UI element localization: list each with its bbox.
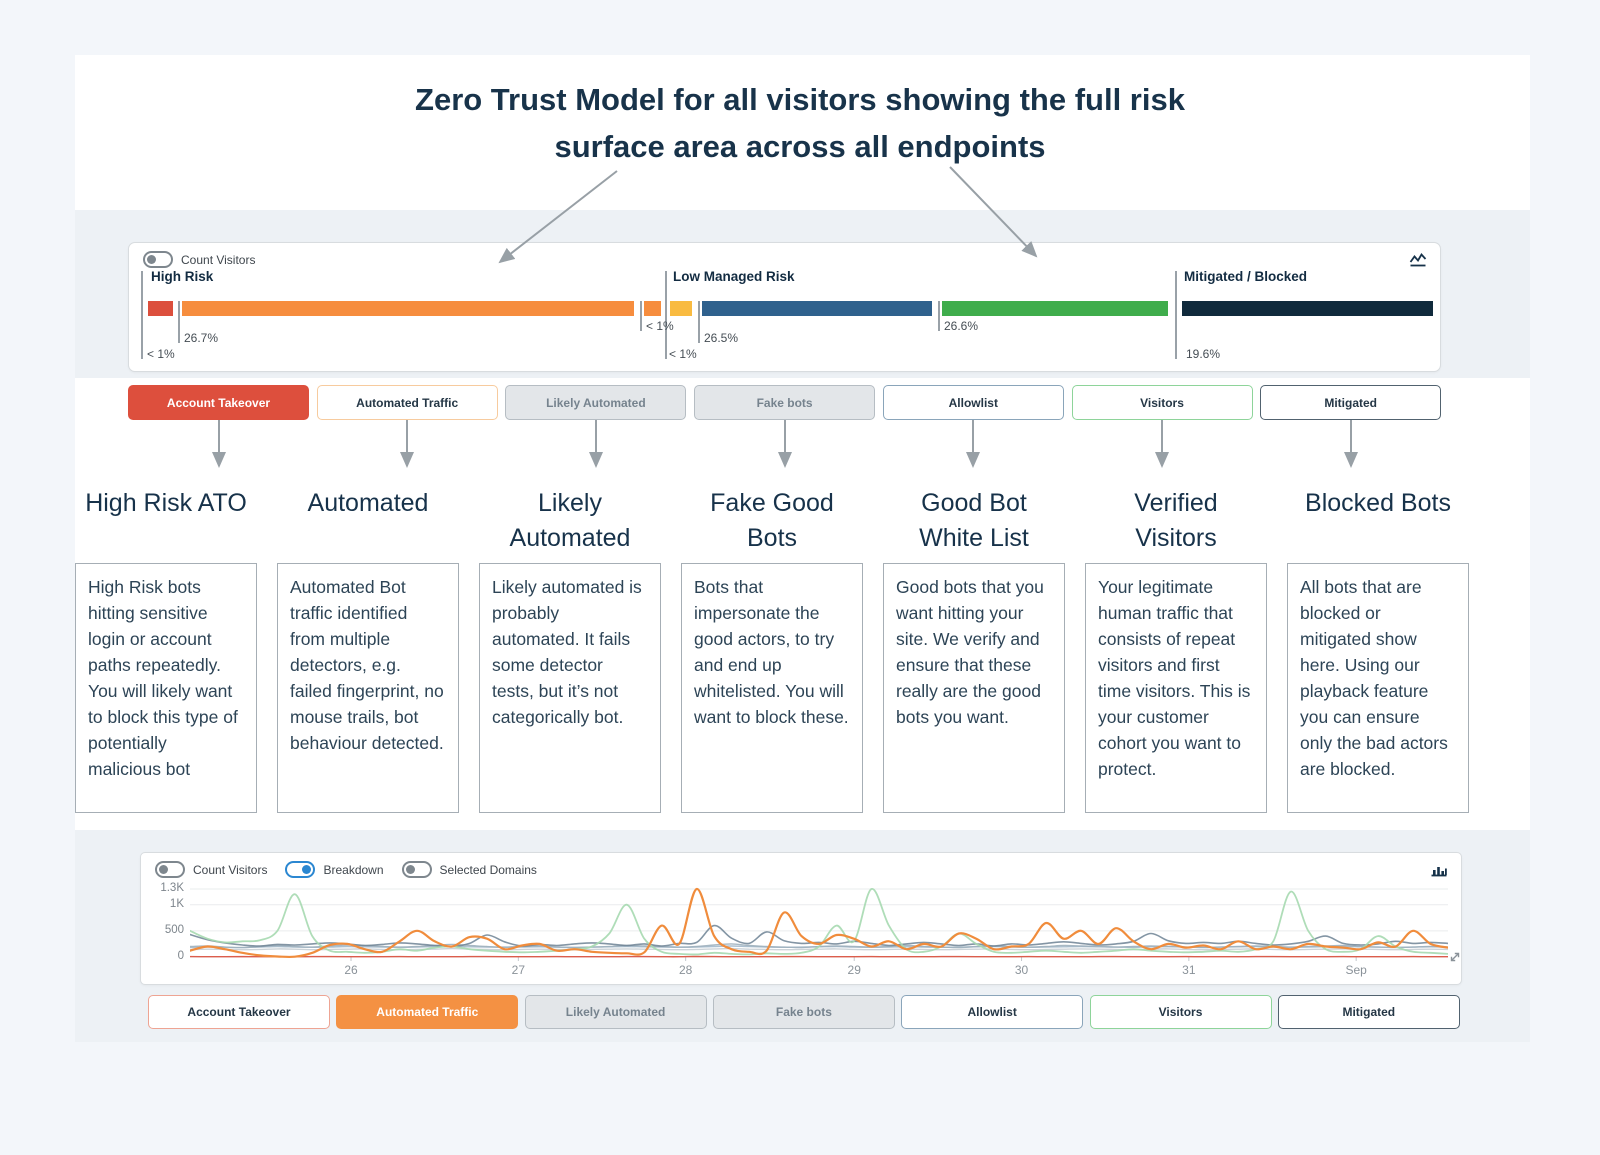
pct-tick	[640, 301, 642, 331]
toggle-label-count-visitors: Count Visitors	[193, 862, 268, 877]
definition-heading-good-bot-white-list: Good Bot White List	[919, 489, 1029, 552]
toggle-knob	[405, 865, 415, 874]
page-title: Zero Trust Model for all visitors showin…	[415, 82, 1185, 164]
resize-handle-icon[interactable]	[1448, 950, 1462, 969]
chart-panel-toggles: Count Visitors Breakdown Selected Domains	[155, 861, 537, 878]
category-button-mitigated[interactable]: Mitigated	[1260, 385, 1442, 420]
risk-surface-bar: High Risk Low Managed Risk Mitigated / Blo…	[129, 243, 1440, 371]
category-button-fake-bots[interactable]: Fake bots	[712, 995, 895, 1029]
risk-segment-account-takeover[interactable]	[148, 301, 173, 316]
toggle-selected-domains: Selected Domains	[401, 861, 537, 878]
definition-box-high-risk-ato: High Risk bots hitting sensitive login o…	[75, 563, 257, 813]
group-divider-low-managed-risk	[665, 271, 667, 359]
x-tick-label: 26	[344, 963, 358, 977]
toggle-label-count-visitors: Count Visitors	[181, 252, 256, 267]
definition-box-verified-visitors: Your legitimate human traffic that consi…	[1085, 563, 1267, 813]
category-button-fake-bots[interactable]: Fake bots	[694, 385, 876, 420]
category-button-automated-traffic[interactable]: Automated Traffic	[316, 385, 498, 420]
group-divider-mitigated-blocked	[1175, 271, 1177, 359]
category-button-allowlist[interactable]: Allowlist	[901, 995, 1084, 1029]
toggle-knob	[147, 255, 156, 264]
category-button-likely-automated[interactable]: Likely Automated	[505, 385, 687, 420]
toggle-count-visitors: Count Visitors	[143, 251, 255, 268]
x-tick-label: 29	[847, 963, 861, 977]
definition-box-good-bot-white-list: Good bots that you want hitting your sit…	[883, 563, 1065, 813]
risk-surface-panel: Count Visitors High Risk Low Managed Risk…	[128, 242, 1441, 372]
definition-box-fake-good-bots: Bots that impersonate the good actors, t…	[681, 563, 863, 813]
toggle-label-breakdown: Breakdown	[323, 862, 384, 877]
title-band	[75, 55, 1530, 210]
pct-label-automated-traffic: 26.7%	[184, 331, 219, 345]
risk-panel-toggles: Count Visitors	[143, 251, 255, 268]
x-tick-label: Sep	[1345, 963, 1367, 977]
toggle-count-visitors: Count Visitors	[155, 861, 267, 878]
pct-label-account-takeover: < 1%	[147, 347, 175, 361]
category-button-likely-automated[interactable]: Likely Automated	[524, 995, 707, 1029]
y-tick-label: 1K	[169, 897, 184, 910]
x-tick-label: 31	[1182, 963, 1196, 977]
definition-heading-verified-visitors: Verified Visitors	[1134, 489, 1218, 552]
definition-heading-high-risk-ato: High Risk ATO	[85, 489, 247, 517]
category-button-account-takeover[interactable]: Account Takeover	[128, 385, 309, 420]
group-label-high-risk: High Risk	[151, 269, 214, 284]
definition-headings: High Risk ATO Automated Likely Automated Fa…	[75, 486, 1469, 556]
toggle-breakdown: Breakdown	[285, 861, 384, 878]
risk-segment-visitors[interactable]	[942, 301, 1168, 316]
risk-segment-fake-bots[interactable]	[670, 301, 692, 316]
toggle-knob	[159, 865, 168, 874]
y-tick-label: 0	[177, 950, 184, 962]
traffic-line-chart[interactable]	[190, 882, 1448, 962]
definition-heading-fake-good-bots: Fake Good Bots	[710, 489, 834, 552]
pct-label-allowlist: 26.5%	[704, 331, 739, 345]
toggle-label-selected-domains: Selected Domains	[439, 862, 537, 877]
bar-chart-icon[interactable]	[1430, 862, 1448, 882]
pct-tick	[938, 301, 940, 331]
definition-box-likely-automated: Likely automated is probably automated. …	[479, 563, 661, 813]
series-line-visitors	[190, 888, 1448, 956]
risk-segment-allowlist[interactable]	[702, 301, 932, 316]
toggle-switch-breakdown[interactable]	[285, 861, 316, 878]
definition-heading-automated: Automated	[307, 489, 429, 517]
definition-boxes: High Risk bots hitting sensitive login o…	[75, 563, 1469, 813]
definition-box-blocked-bots: All bots that are blocked or mitigated s…	[1287, 563, 1469, 813]
risk-segment-mitigated[interactable]	[1182, 301, 1433, 316]
group-label-mitigated-blocked: Mitigated / Blocked	[1184, 269, 1308, 284]
toggle-switch-count-visitors[interactable]	[155, 861, 185, 878]
definition-heading-blocked-bots: Blocked Bots	[1305, 489, 1451, 517]
traffic-chart-panel: Count Visitors Breakdown Selected Domains	[140, 852, 1462, 985]
line-chart-icon[interactable]	[1409, 252, 1427, 272]
pct-tick	[178, 301, 180, 343]
x-tick-label: 30	[1014, 963, 1029, 977]
category-button-account-takeover[interactable]: Account Takeover	[148, 995, 330, 1029]
x-tick-label: 28	[678, 963, 693, 977]
definition-heading-likely-automated: Likely Automated	[509, 489, 631, 552]
category-button-visitors[interactable]: Visitors	[1071, 385, 1253, 420]
pct-tick	[698, 301, 700, 343]
y-tick-label: 500	[164, 923, 184, 936]
pct-label-fake-bots: < 1%	[669, 347, 697, 361]
series-line-automated-traffic	[190, 887, 1448, 959]
group-divider-high-risk	[141, 271, 143, 359]
pct-label-likely-automated: < 1%	[646, 319, 674, 333]
group-label-low-managed-risk: Low Managed Risk	[673, 269, 795, 284]
pct-label-visitors: 26.6%	[944, 319, 979, 333]
y-tick-label: 1.3K	[160, 882, 184, 894]
category-button-allowlist[interactable]: Allowlist	[882, 385, 1064, 420]
risk-segment-automated-traffic[interactable]	[182, 301, 634, 316]
pct-label-mitigated: 19.6%	[1186, 347, 1221, 361]
toggle-switch-count-visitors[interactable]	[143, 251, 173, 268]
toggle-switch-selected-domains[interactable]	[401, 861, 432, 878]
x-tick-label: 27	[511, 963, 525, 977]
category-button-visitors[interactable]: Visitors	[1089, 995, 1272, 1029]
toggle-knob	[302, 865, 312, 874]
risk-segment-likely-automated[interactable]	[644, 301, 661, 316]
category-button-mitigated[interactable]: Mitigated	[1277, 995, 1460, 1029]
category-button-automated-traffic[interactable]: Automated Traffic	[336, 995, 519, 1029]
definition-box-automated: Automated Bot traffic identified from mu…	[277, 563, 459, 813]
